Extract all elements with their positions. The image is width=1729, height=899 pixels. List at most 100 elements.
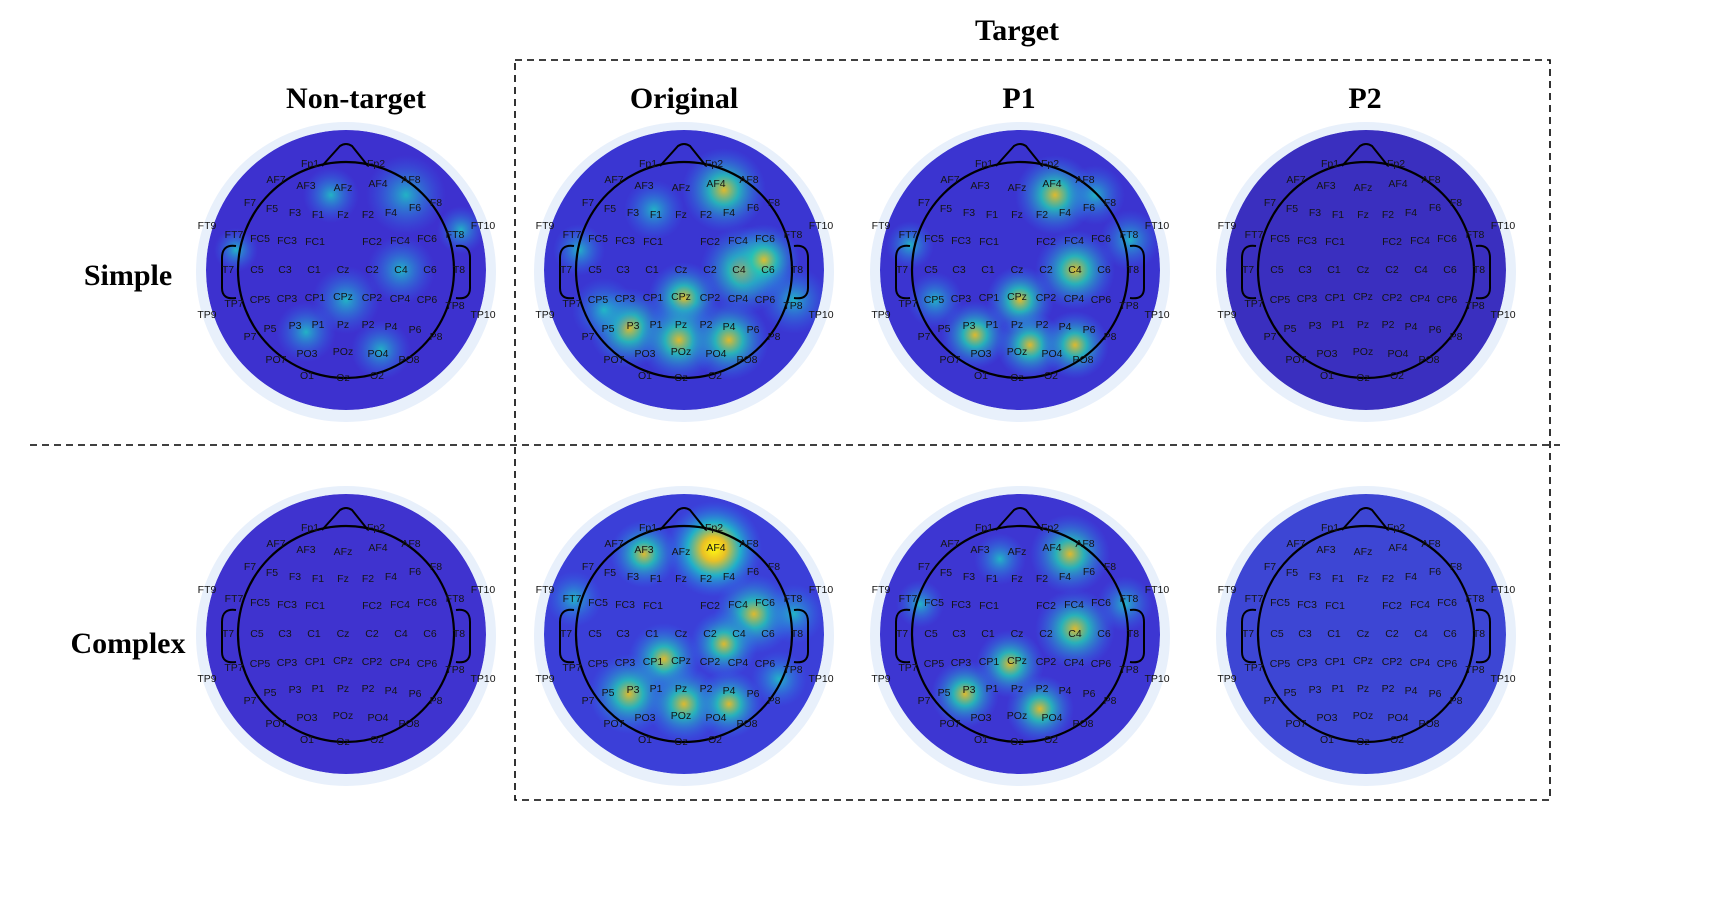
left-ear-outline [895, 608, 911, 664]
left-ear-outline [1241, 608, 1257, 664]
electrode-label: C4 [1414, 264, 1428, 276]
electrode-label: AFz [1008, 546, 1027, 558]
electrode-label: Pz [337, 683, 349, 695]
electrode-label: POz [1007, 710, 1027, 722]
electrode-label: TP7 [562, 298, 581, 310]
electrode-label: FC2 [362, 600, 382, 612]
row-label-simple: Simple [83, 259, 173, 292]
electrode-label: C5 [1270, 264, 1284, 276]
electrode-label: P7 [918, 331, 931, 343]
electrode-label: P4 [1405, 685, 1418, 697]
electrode-label: CP5 [1270, 658, 1291, 670]
electrode-label: Oz [336, 736, 349, 748]
electrode-label: F3 [1309, 571, 1321, 583]
electrode-label: F8 [1104, 561, 1116, 573]
electrode-label: T7 [222, 628, 234, 640]
electrode-label: O2 [1044, 370, 1058, 382]
electrode-label: AF7 [1286, 174, 1305, 186]
electrode-label: P4 [1405, 321, 1418, 333]
electrode-label: FT10 [809, 220, 834, 232]
electrode-label: PO3 [634, 712, 655, 724]
electrode-label: P5 [938, 323, 951, 335]
electrode-label: P6 [1429, 324, 1442, 336]
electrode-label: Cz [337, 264, 350, 276]
activation-blob [437, 206, 485, 254]
electrode-label: FC1 [643, 236, 663, 248]
nose-outline [321, 143, 369, 167]
electrode-label: FT7 [899, 593, 918, 605]
electrode-label: F2 [700, 209, 712, 221]
left-ear-outline [1241, 244, 1257, 300]
electrode-label: O1 [974, 734, 988, 746]
activation-blob [624, 180, 684, 240]
electrode-label: O1 [1320, 370, 1334, 382]
activation-blob [214, 228, 258, 272]
electrode-label: CPz [1353, 291, 1373, 303]
electrode-label: POz [671, 710, 691, 722]
electrode-label: AF3 [1316, 544, 1335, 556]
nose-outline [995, 507, 1043, 531]
electrode-label: Oz [1010, 736, 1023, 748]
electrode-label: CP6 [1437, 294, 1458, 306]
electrode-label: Fp2 [1387, 522, 1405, 534]
electrode-label: CPz [1007, 291, 1027, 303]
electrode-label: O1 [300, 370, 314, 382]
electrode-label: TP8 [1465, 300, 1484, 312]
electrode-label: Pz [675, 319, 687, 331]
electrode-label: CPz [671, 291, 691, 303]
electrode-label: F3 [963, 207, 975, 219]
electrode-label: Fp2 [367, 522, 385, 534]
electrode-label: CP5 [588, 294, 609, 306]
electrode-label: P3 [1309, 320, 1322, 332]
scalp-base [1226, 494, 1506, 774]
electrode-label: CPz [333, 291, 353, 303]
electrode-label: C6 [1097, 628, 1111, 640]
electrode-label: P1 [1332, 683, 1345, 695]
electrode-label: F7 [1264, 561, 1276, 573]
electrode-label: F7 [244, 197, 256, 209]
electrode-label: FC5 [588, 233, 608, 245]
electrode-label: Fp1 [301, 522, 319, 534]
topomap-simple-original: Fp1 Fp2 AF7 AF3 AFz AF4 AF8 F7 F5 F3 F1 Fz F2 F4 F6 F8 F… [534, 122, 834, 422]
electrode-label: FC3 [951, 599, 971, 611]
activation-blob [1006, 675, 1074, 743]
electrode-label: Fz [1011, 209, 1023, 221]
electrode-label: C1 [1327, 264, 1341, 276]
electrode-label: CP4 [1064, 657, 1085, 669]
electrode-label: O1 [638, 734, 652, 746]
electrode-label: P2 [362, 683, 375, 695]
electrode-label: P3 [289, 684, 302, 696]
electrode-label: C3 [952, 264, 966, 276]
electrode-label: O2 [370, 370, 384, 382]
electrode-label: Pz [1011, 683, 1023, 695]
electrode-label: P6 [1429, 688, 1442, 700]
electrode-label: CPz [1353, 655, 1373, 667]
electrode-label: AF7 [604, 174, 623, 186]
electrode-label: T7 [222, 264, 234, 276]
electrode-label: AF4 [368, 542, 387, 554]
electrode-label: AF8 [401, 174, 420, 186]
activation-blob [666, 501, 762, 597]
electrode-label: P4 [723, 321, 736, 333]
electrode-label: TP8 [1119, 300, 1138, 312]
electrode-label: Pz [1357, 319, 1369, 331]
electrode-label: C6 [761, 628, 775, 640]
electrode-label: AF4 [368, 178, 387, 190]
electrode-label: F6 [747, 566, 759, 578]
electrode-label: F5 [1286, 203, 1298, 215]
activation-blob [367, 236, 435, 304]
right-ear-outline [455, 244, 471, 300]
electrode-label: P4 [1059, 321, 1072, 333]
electrode-label: C2 [703, 628, 717, 640]
electrode-label: F2 [362, 209, 374, 221]
electrode-label: F7 [582, 561, 594, 573]
electrode-label: CP5 [250, 658, 271, 670]
activation-blob [931, 660, 999, 728]
electrode-label: P2 [1382, 319, 1395, 331]
electrode-label: Cz [1011, 264, 1024, 276]
electrode-label: AFz [672, 182, 691, 194]
electrode-label: Oz [1010, 372, 1023, 384]
electrode-label: FT7 [563, 229, 582, 241]
electrode-label: C6 [761, 264, 775, 276]
electrode-label: F3 [289, 571, 301, 583]
